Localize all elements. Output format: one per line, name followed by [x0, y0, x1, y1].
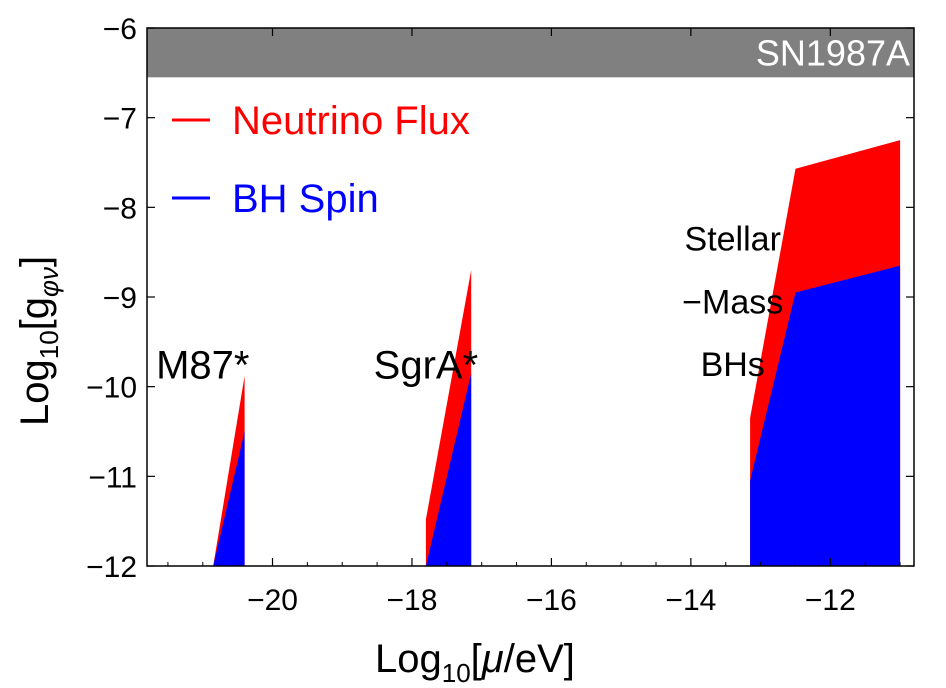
sn1987a-label: SN1987A: [756, 33, 910, 74]
y-tick-label: −6: [103, 13, 137, 46]
neutrino-flux-legend-label: Neutrino Flux: [232, 99, 470, 143]
sn1987a-exclusion-band: [147, 28, 914, 78]
regions-layer: [213, 140, 901, 566]
y-tick-label: −9: [103, 282, 137, 315]
x-tick-label: −18: [387, 584, 438, 617]
annotations: M87* SgrA* Stellar −Mass BHs: [156, 221, 783, 388]
axis-ticks: −20 −18 −16 −14 −12 −6 −7 −8 −9 −10 −11 −12: [86, 13, 914, 617]
x-tick-label: −16: [526, 584, 577, 617]
legend: Neutrino Flux BH Spin: [172, 99, 470, 221]
annotation-bhs: BHs: [701, 346, 765, 384]
annotation-mass: −Mass: [682, 283, 783, 321]
annotation-m87star: M87*: [156, 343, 249, 387]
y-tick-label: −11: [88, 461, 137, 494]
x-axis-title: Log10[μ/eV]: [375, 637, 575, 688]
y-tick-label: −7: [103, 103, 137, 136]
annotation-sgrastar: SgrA*: [374, 343, 479, 387]
bh-spin-region-sgra: [425, 373, 472, 566]
x-tick-label: −14: [665, 584, 716, 617]
y-tick-label: −12: [86, 551, 137, 584]
y-tick-label: −8: [103, 192, 137, 225]
y-axis-title: Log10[gφν]: [13, 256, 64, 426]
y-tick-label: −10: [86, 372, 137, 405]
bh-spin-legend-label: BH Spin: [232, 177, 379, 221]
annotation-stellar: Stellar: [685, 221, 781, 259]
bh-spin-region-stellar-mass-bhs: [750, 265, 901, 566]
x-tick-label: −12: [805, 584, 856, 617]
x-tick-label: −20: [247, 584, 298, 617]
bh-spin-region-m87: [213, 431, 245, 566]
